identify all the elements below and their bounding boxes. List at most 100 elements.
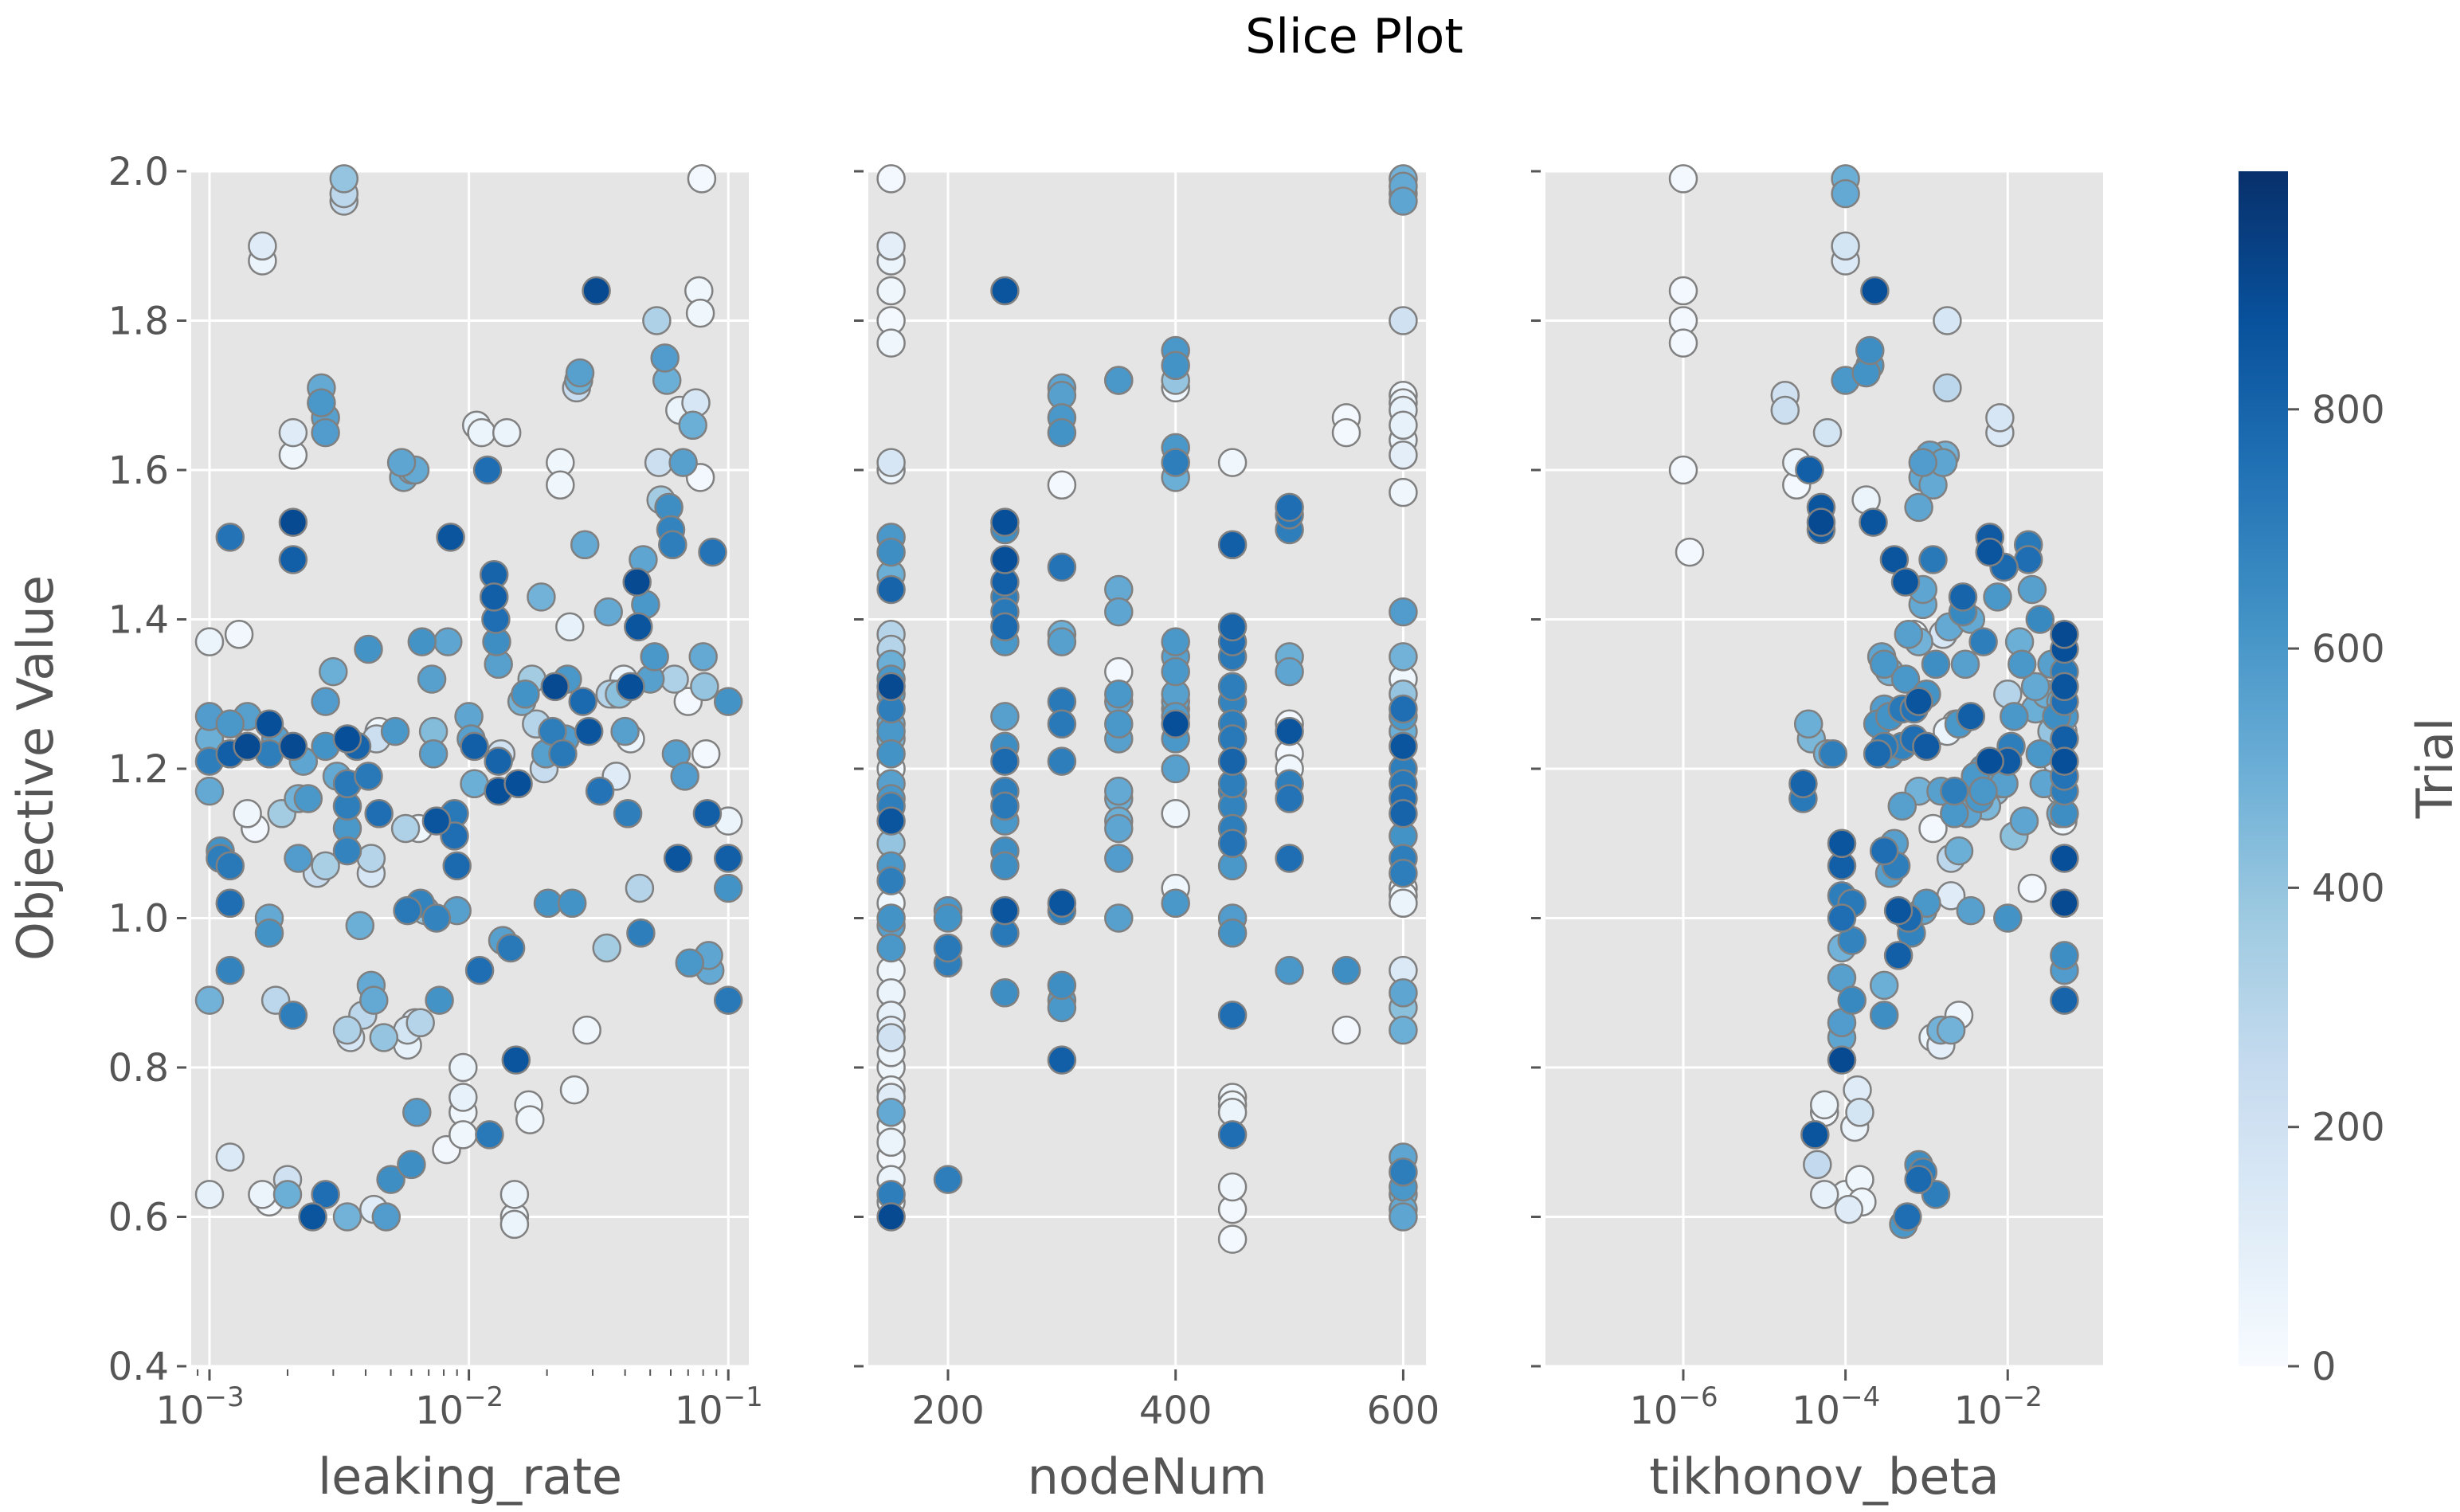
data-point <box>1389 694 1418 724</box>
data-point <box>407 627 437 656</box>
data-point <box>687 164 717 194</box>
data-point <box>418 739 449 769</box>
y-tick-label: 1.2 <box>108 747 169 792</box>
data-point <box>2050 620 2079 649</box>
data-point <box>1275 716 1304 746</box>
data-point <box>1863 739 1893 769</box>
data-point <box>329 164 359 194</box>
data-point <box>1161 448 1190 477</box>
data-point <box>1890 567 1921 597</box>
data-point <box>533 888 563 919</box>
data-point <box>1809 1090 1839 1120</box>
x-axis-label: nodeNum <box>1028 1447 1267 1506</box>
x-tick-label: 400 <box>1139 1389 1212 1433</box>
data-point <box>1161 656 1190 687</box>
data-point <box>1933 306 1962 335</box>
data-point <box>402 1098 432 1127</box>
data-point <box>376 1165 405 1194</box>
data-point <box>876 1202 906 1232</box>
subplots: 0.4 0.6 0.8 1.0 1.2 1.4 1.6 1.8 2.0 10−3 10−2 10−1 l… <box>108 150 2103 1506</box>
data-point <box>436 523 465 552</box>
data-point <box>1855 335 1885 366</box>
data-point <box>1869 836 1899 866</box>
scatter-series <box>194 164 743 1240</box>
data-point <box>1389 186 1418 216</box>
data-point <box>582 276 611 306</box>
data-point <box>658 530 687 560</box>
data-point <box>540 672 570 702</box>
data-point <box>1788 769 1818 799</box>
data-point <box>371 1202 402 1232</box>
y-tick-label: 0.4 <box>108 1345 169 1389</box>
data-point <box>2050 941 2079 970</box>
data-point <box>876 1023 906 1052</box>
data-point <box>557 888 587 919</box>
data-point <box>464 955 495 985</box>
data-point <box>501 1045 531 1075</box>
data-point <box>1869 970 1899 1001</box>
data-point <box>1275 784 1304 813</box>
y-tick-label: 2.0 <box>108 150 169 194</box>
data-point <box>555 612 585 642</box>
data-point <box>354 762 383 791</box>
data-point <box>626 919 656 948</box>
data-point <box>670 762 699 791</box>
data-point <box>311 417 340 448</box>
data-point <box>876 739 906 769</box>
data-point <box>593 597 623 627</box>
x-tick-label: 10−1 <box>675 1381 763 1433</box>
data-point <box>1904 1165 1933 1194</box>
data-point <box>713 687 743 716</box>
data-point <box>1968 627 1998 656</box>
x-tick-label: 10−6 <box>1629 1381 1718 1433</box>
data-point <box>876 903 906 933</box>
data-point <box>215 851 245 881</box>
data-point <box>311 1180 340 1209</box>
data-point <box>1217 828 1248 859</box>
data-point <box>990 978 1020 1008</box>
data-point <box>1161 888 1190 919</box>
data-point <box>2050 985 2079 1015</box>
x-axis-label: tikhonov_beta <box>1649 1447 1999 1506</box>
data-point <box>592 933 621 963</box>
data-point <box>311 687 340 716</box>
data-point <box>713 873 743 903</box>
data-point <box>1668 276 1698 306</box>
data-point <box>1940 776 1969 806</box>
data-point <box>1908 448 1938 477</box>
data-point <box>278 731 308 762</box>
data-point <box>1869 1001 1899 1030</box>
data-point <box>496 933 526 963</box>
data-point <box>1800 1120 1830 1150</box>
data-point <box>1047 627 1077 656</box>
data-point <box>933 1165 963 1194</box>
data-point <box>1985 403 2015 433</box>
data-point <box>1104 680 1134 709</box>
data-point <box>278 417 308 448</box>
data-point <box>397 1150 426 1180</box>
data-point <box>311 851 340 881</box>
data-point <box>876 866 906 895</box>
data-point <box>548 739 578 769</box>
data-point <box>1217 672 1248 702</box>
data-point <box>675 948 705 978</box>
y-tick-label: 0.8 <box>108 1046 169 1091</box>
data-point <box>475 1120 504 1150</box>
data-point <box>1956 702 1986 731</box>
data-point <box>1827 828 1857 859</box>
data-point <box>692 799 723 828</box>
data-point <box>1893 1202 1922 1232</box>
data-point <box>233 731 262 762</box>
data-point <box>1389 859 1418 888</box>
data-point <box>565 358 595 388</box>
data-point <box>1890 664 1921 694</box>
data-point <box>1837 985 1867 1015</box>
data-point <box>1047 470 1077 500</box>
data-point <box>298 1202 327 1232</box>
data-point <box>254 919 284 948</box>
data-point <box>515 1105 545 1134</box>
data-point <box>1883 895 1914 926</box>
data-point <box>449 1120 478 1150</box>
data-point <box>1795 455 1824 485</box>
data-point <box>2050 746 2079 776</box>
